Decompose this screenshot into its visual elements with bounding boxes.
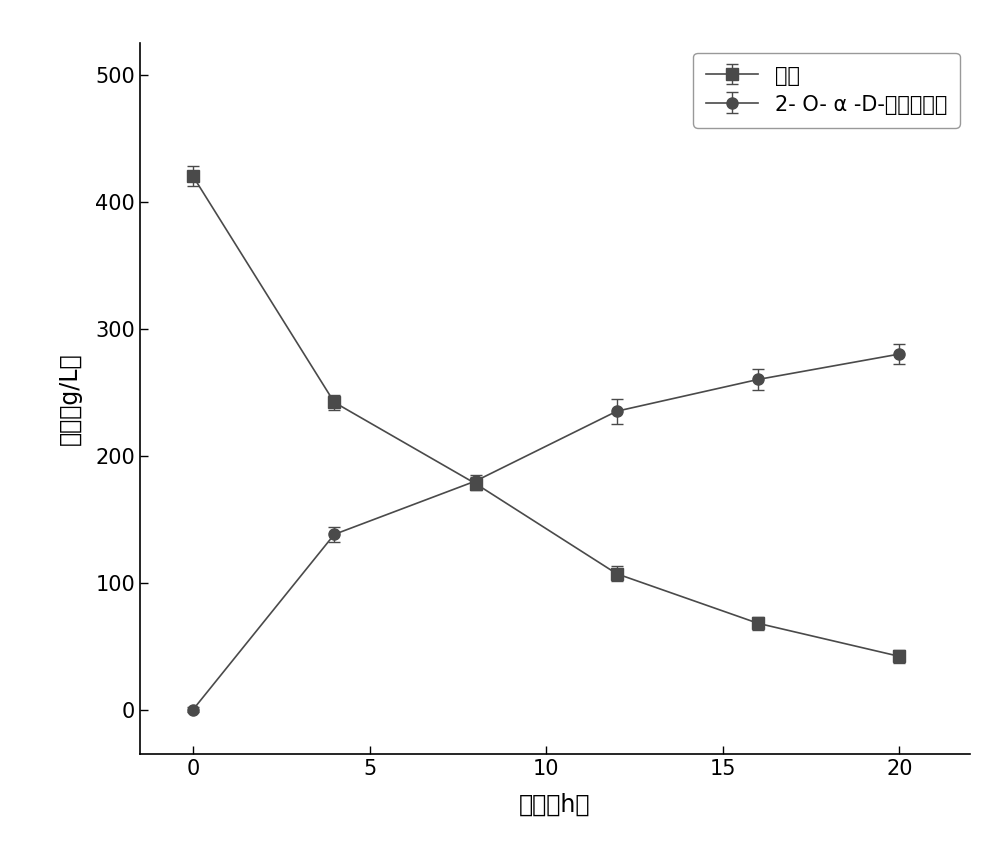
Y-axis label: 浓度（g/L）: 浓度（g/L） — [58, 352, 82, 445]
X-axis label: 时间（h）: 时间（h） — [519, 793, 591, 817]
Legend: 蔗糖, 2- O- α -D-甘油葡糖苷: 蔗糖, 2- O- α -D-甘油葡糖苷 — [693, 53, 960, 128]
